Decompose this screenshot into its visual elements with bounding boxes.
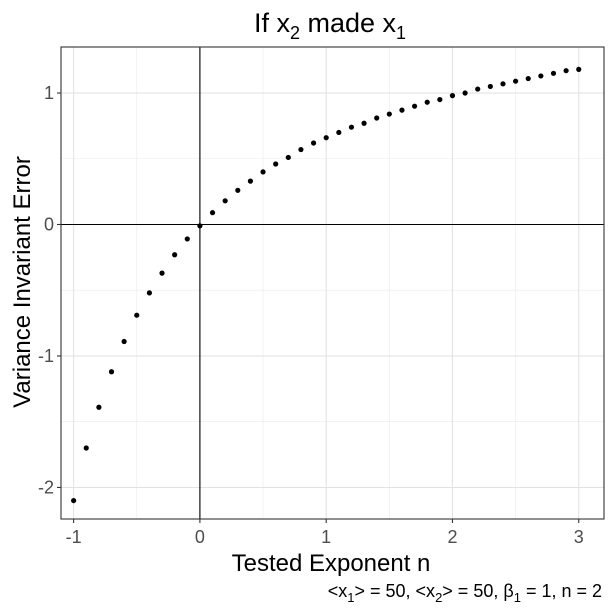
chart-title: If x2 made x1 [254, 8, 406, 43]
data-point [146, 290, 152, 296]
data-point [273, 161, 279, 167]
data-points [71, 66, 582, 504]
data-point [71, 497, 77, 504]
data-point [449, 93, 456, 99]
x-axis-label: Tested Exponent n [232, 550, 431, 577]
y-tick-label: 1 [44, 83, 54, 103]
data-point [424, 99, 430, 105]
data-point [222, 198, 228, 204]
plot-panel-border [60, 46, 605, 520]
data-point [172, 252, 178, 258]
data-point [260, 169, 266, 175]
data-point [121, 338, 127, 345]
data-point [285, 154, 291, 161]
data-point [374, 115, 380, 121]
data-point [411, 103, 418, 109]
data-point [134, 312, 140, 318]
data-point [336, 129, 342, 136]
data-point [235, 187, 241, 193]
data-point [487, 83, 493, 90]
data-point [247, 178, 254, 184]
data-point [323, 135, 329, 141]
data-point [437, 96, 443, 103]
reference-lines [61, 47, 604, 519]
data-point [96, 404, 102, 410]
x-axis-ticks: -1 0 1 2 3 [66, 519, 584, 547]
data-point [310, 140, 317, 146]
y-axis-label: Variance Invariant Error [9, 156, 36, 408]
data-point [550, 70, 557, 76]
data-point [399, 107, 405, 113]
data-point [462, 90, 468, 96]
data-point [83, 445, 89, 451]
x-tick-label: 3 [574, 527, 584, 547]
x-tick-label: -1 [66, 527, 82, 547]
data-point [209, 210, 216, 216]
data-point [525, 75, 531, 82]
data-point [576, 66, 582, 72]
data-point [513, 78, 519, 84]
data-point [159, 270, 165, 276]
x-tick-label: 0 [195, 527, 205, 547]
data-point [386, 111, 392, 117]
data-point [197, 223, 203, 229]
y-tick-label: 0 [44, 214, 54, 234]
x-tick-label: 2 [447, 527, 457, 547]
data-point [475, 86, 481, 92]
data-point [361, 120, 367, 126]
data-point [184, 236, 190, 242]
data-point [500, 81, 506, 87]
y-tick-label: -1 [38, 346, 54, 366]
data-point [348, 124, 355, 130]
data-point [108, 369, 115, 375]
x-tick-label: 1 [321, 527, 331, 547]
data-point [563, 68, 569, 74]
data-point [538, 73, 544, 79]
y-axis-ticks: -2 -1 0 1 [38, 83, 61, 497]
grid-lines [61, 47, 604, 519]
data-point [298, 146, 304, 153]
chart-caption: <x1> = 50, <x2> = 50, β1 = 1, n = 2 [328, 581, 602, 605]
y-tick-label: -2 [38, 477, 54, 497]
